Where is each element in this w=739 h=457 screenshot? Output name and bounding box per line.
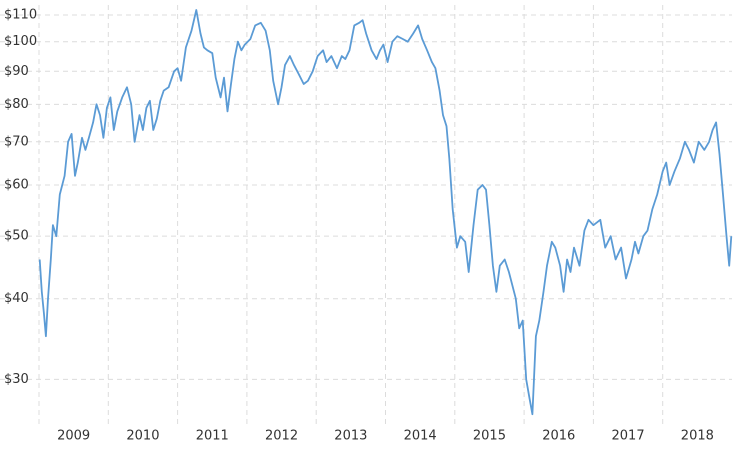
y-tick-label: $40 [4,291,29,306]
y-tick-label: $70 [4,134,29,149]
y-tick-label: $80 [4,97,29,112]
x-tick-label: 2013 [334,429,367,444]
y-tick-label: $90 [4,64,29,79]
x-tick-label: 2010 [126,429,159,444]
x-tick-label: 2012 [265,429,298,444]
price-line [38,9,733,416]
x-tick-label: 2017 [612,429,645,444]
y-tick-label: $50 [4,229,29,244]
x-tick-label: 2016 [542,429,575,444]
x-tick-label: 2014 [404,429,437,444]
y-tick-label: $60 [4,178,29,193]
x-tick-label: 2015 [473,429,506,444]
x-tick-label: 2009 [57,429,90,444]
y-tick-label: $30 [4,372,29,387]
y-tick-label: $100 [4,34,37,49]
y-tick-label: $110 [4,8,37,23]
x-tick-label: 2011 [196,429,229,444]
x-tick-label: 2018 [681,429,714,444]
